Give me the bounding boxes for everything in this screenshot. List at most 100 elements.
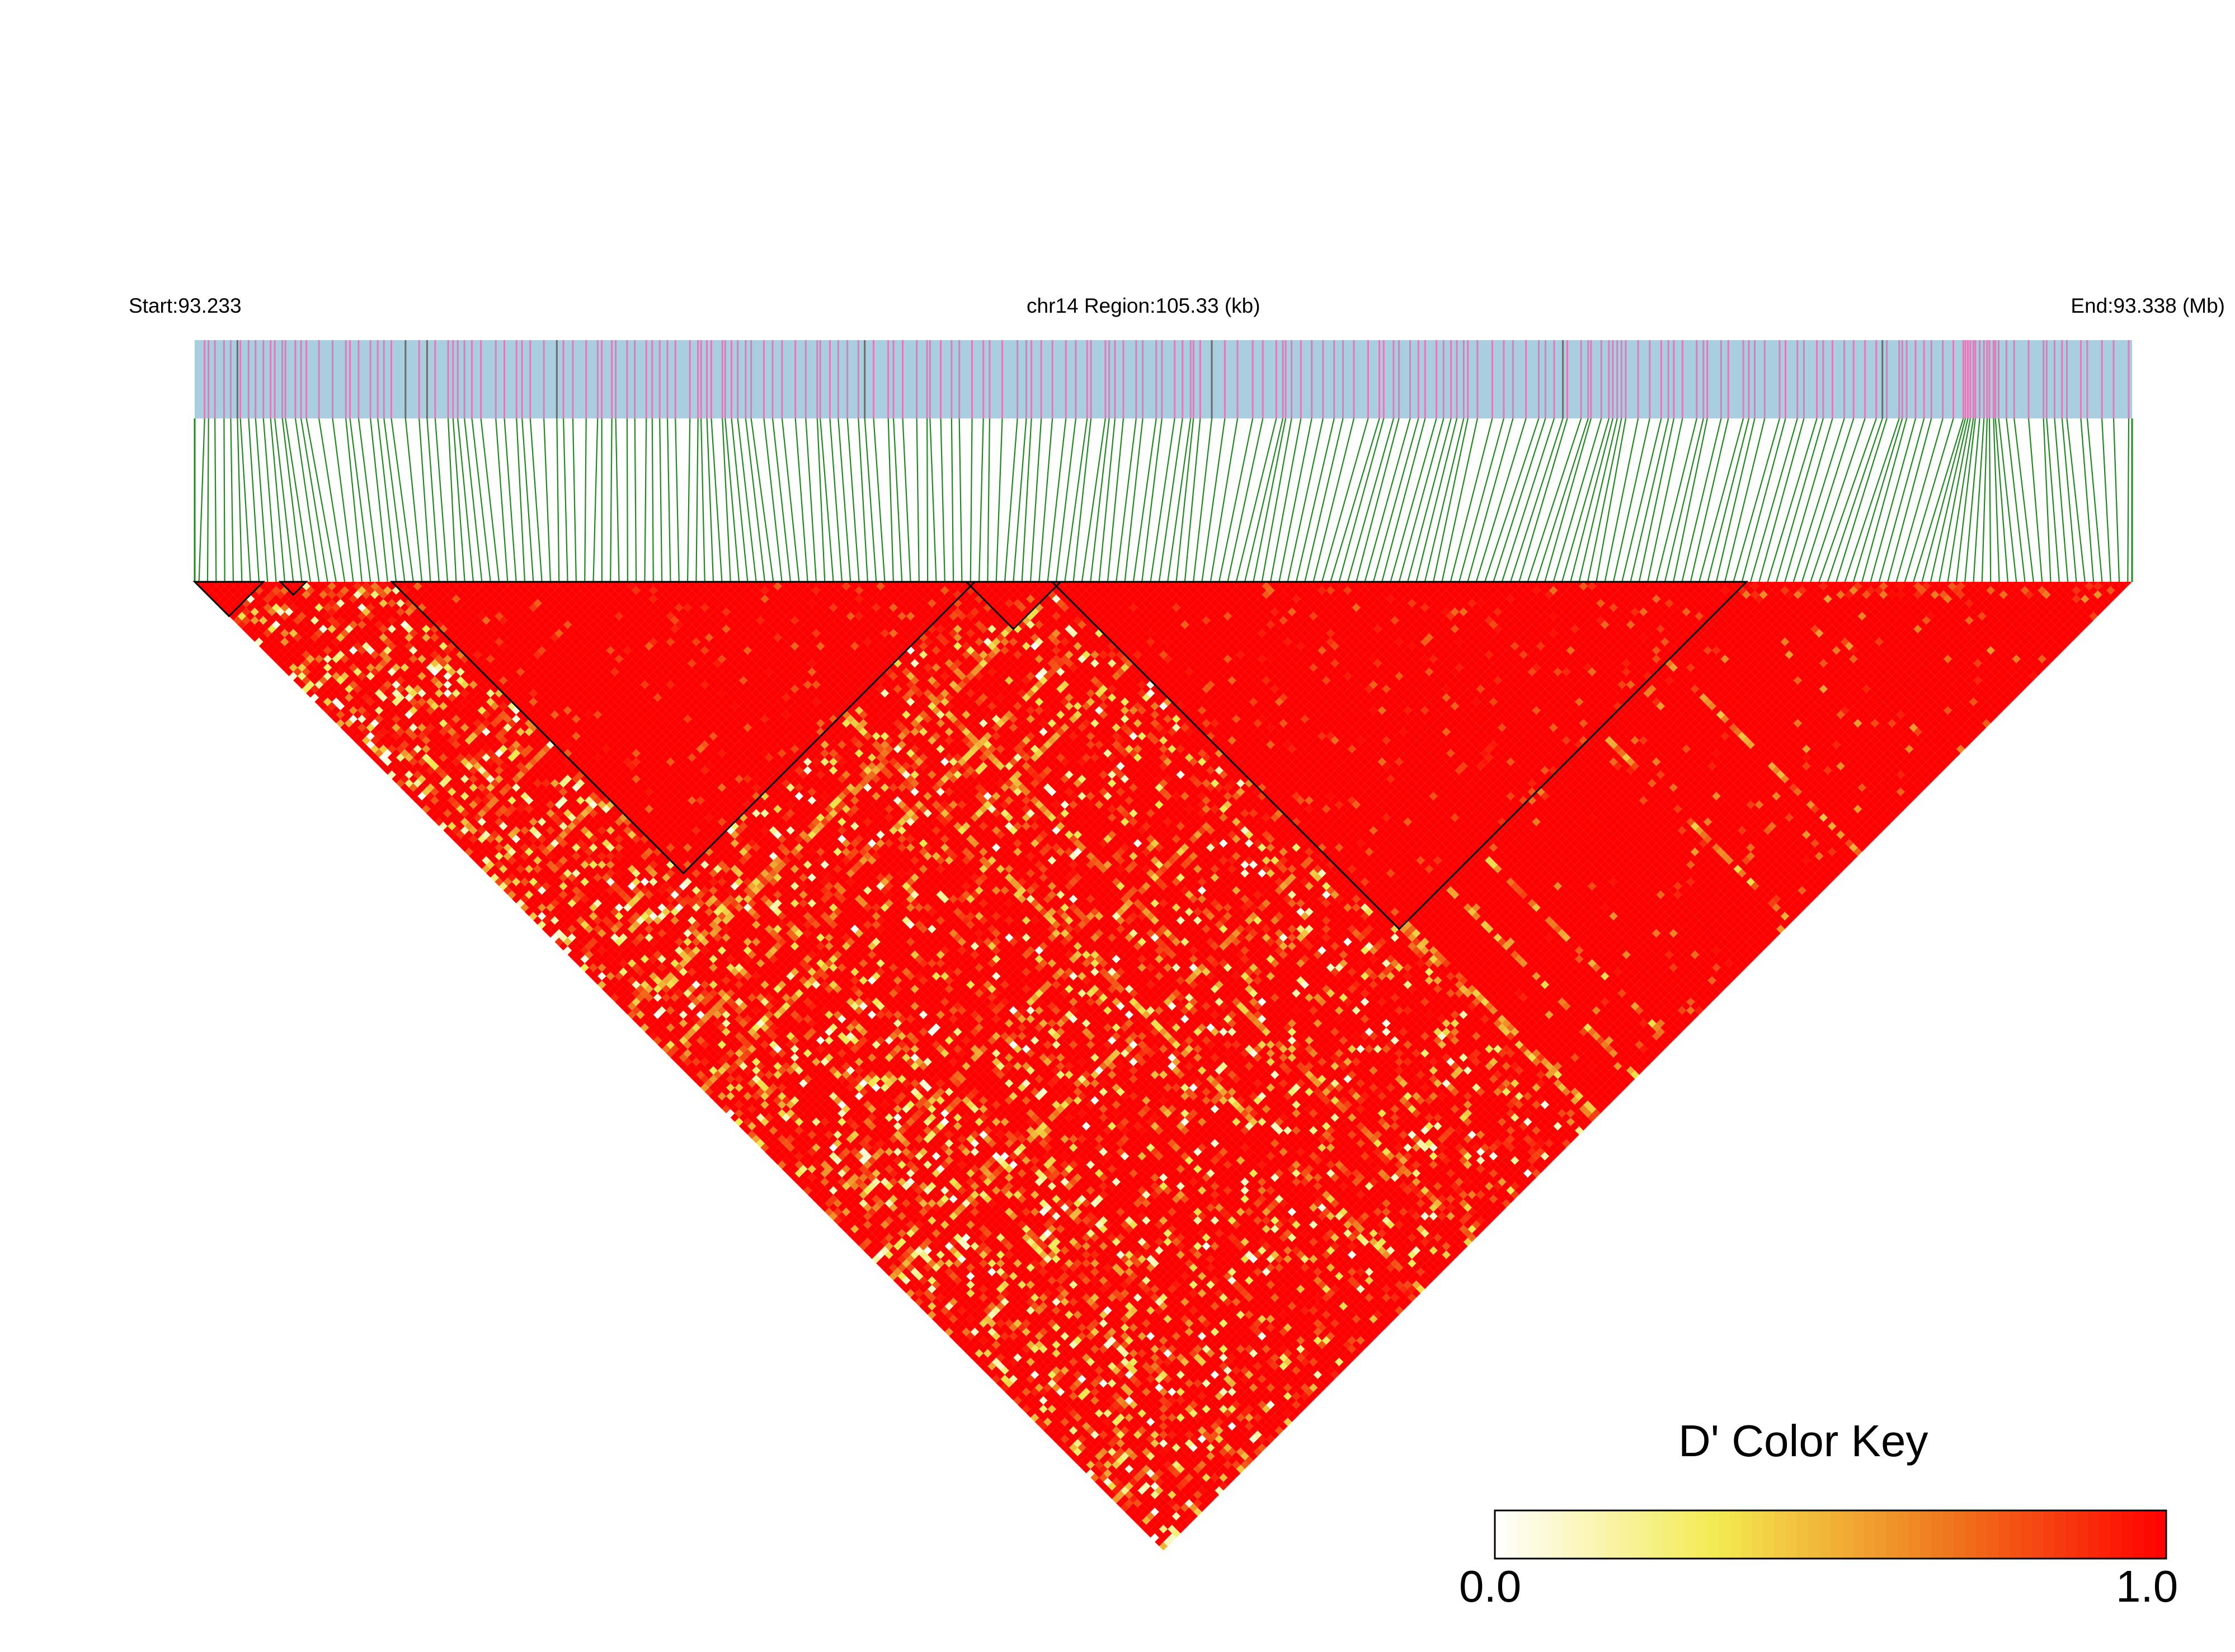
ld-cell xyxy=(1026,1409,1035,1418)
snp-connector-line xyxy=(1356,418,1400,582)
ld-cell xyxy=(1000,1383,1009,1392)
ld-cell xyxy=(469,851,478,860)
snp-connector-line xyxy=(1201,418,1226,582)
ld-cell xyxy=(876,1259,885,1268)
snp-connector-line xyxy=(711,418,723,582)
snp-connector-line xyxy=(1638,418,1675,582)
snp-connector-line xyxy=(1004,418,1018,582)
ld-cell xyxy=(833,1216,842,1225)
snp-connector-line xyxy=(1390,418,1437,582)
snp-connector-line xyxy=(1372,418,1419,582)
snp-connector-line xyxy=(615,418,620,582)
ld-cell xyxy=(1159,1542,1168,1551)
snp-connector-line xyxy=(1818,418,1877,582)
ld-cell xyxy=(327,710,336,719)
snp-connector-line xyxy=(1681,418,1722,582)
snp-connector-line xyxy=(1227,418,1264,582)
ld-cell xyxy=(794,1177,803,1187)
ld-cell xyxy=(250,624,259,633)
snp-connector-line xyxy=(1467,418,1514,582)
snp-connector-line xyxy=(750,418,774,582)
ld-heatmap-cells xyxy=(195,582,2132,1551)
ld-cell xyxy=(704,1088,713,1096)
ld-cell xyxy=(580,963,589,972)
snp-connector-line xyxy=(2054,418,2069,582)
snp-connector-line xyxy=(706,418,714,582)
snp-connector-line xyxy=(357,418,380,582)
ld-cell xyxy=(627,1010,637,1019)
ld-cell xyxy=(1094,1477,1104,1486)
ld-cell xyxy=(224,608,233,616)
snp-connector-line xyxy=(1861,418,1908,582)
ld-cell xyxy=(747,1130,756,1139)
ld-cell xyxy=(1005,1387,1014,1396)
snp-connector-line xyxy=(237,418,243,582)
ld-cell xyxy=(1069,1452,1078,1461)
snp-connector-line xyxy=(1295,418,1335,582)
ld-cell xyxy=(383,766,392,775)
ld-cell xyxy=(1090,1473,1099,1482)
ld-cell xyxy=(242,624,251,633)
ld-cell xyxy=(773,1156,782,1165)
ld-cell xyxy=(765,1147,774,1156)
ld-cell xyxy=(970,1353,980,1362)
snp-connector-line xyxy=(1578,418,1618,582)
snp-connector-line xyxy=(274,418,294,582)
snp-connector-line xyxy=(294,418,320,582)
snp-connector-line xyxy=(1304,418,1344,582)
ld-cell xyxy=(679,1062,688,1071)
ld-cell xyxy=(211,595,220,604)
ld-cell xyxy=(396,779,405,788)
snp-connector-line xyxy=(695,418,699,582)
snp-connector-line xyxy=(1090,418,1110,582)
ld-cell xyxy=(1034,1418,1043,1427)
ld-cell xyxy=(1112,1494,1121,1504)
ld-cell xyxy=(267,642,276,651)
snp-connector-line xyxy=(837,418,851,582)
ld-cell xyxy=(512,895,521,903)
snp-connector-line xyxy=(892,418,903,582)
ld-cell xyxy=(931,1315,941,1324)
snp-connector-line xyxy=(659,418,663,582)
ld-cell xyxy=(906,1289,915,1298)
ld-cell xyxy=(559,942,568,950)
snp-connector-line xyxy=(995,418,1003,582)
ld-cell xyxy=(606,989,615,998)
ld-cell xyxy=(696,1079,705,1088)
snp-connector-line xyxy=(1381,418,1426,582)
snp-connector-line xyxy=(447,418,457,582)
ld-cell xyxy=(657,1040,666,1049)
ld-cell xyxy=(975,1357,984,1367)
ld-cell xyxy=(859,1241,868,1251)
ld-cell xyxy=(237,611,246,620)
ld-cell xyxy=(589,972,598,981)
ld-cell xyxy=(211,586,220,595)
snp-connector-line xyxy=(1664,418,1704,582)
ld-cell xyxy=(730,1113,739,1122)
snp-connector-line xyxy=(2043,418,2052,582)
ld-cell xyxy=(473,856,482,865)
snp-connector-line xyxy=(1988,418,1992,582)
ld-cell xyxy=(276,650,285,659)
snp-connector-line xyxy=(1561,418,1610,582)
snp-connector-line xyxy=(1518,418,1568,582)
ld-cell xyxy=(464,848,473,856)
snp-connector-line xyxy=(2046,418,2060,582)
ld-cell xyxy=(769,1152,778,1161)
snp-connector-line xyxy=(480,418,500,582)
ld-cell xyxy=(644,1027,653,1037)
snp-connector-line xyxy=(1570,418,1613,582)
snp-connector-line xyxy=(1312,418,1355,582)
ld-cell xyxy=(284,667,294,676)
ld-cell xyxy=(542,924,550,934)
snp-connector-line xyxy=(529,418,543,582)
ld-cell xyxy=(379,761,388,771)
snp-connector-line xyxy=(495,418,509,582)
snp-connector-line xyxy=(610,418,613,582)
ld-cell xyxy=(1073,1456,1082,1465)
ld-cell xyxy=(614,997,624,1006)
ld-cell xyxy=(353,736,362,745)
snp-connector-line xyxy=(987,418,990,582)
ld-cell xyxy=(820,1203,829,1212)
ld-cell xyxy=(233,616,242,625)
